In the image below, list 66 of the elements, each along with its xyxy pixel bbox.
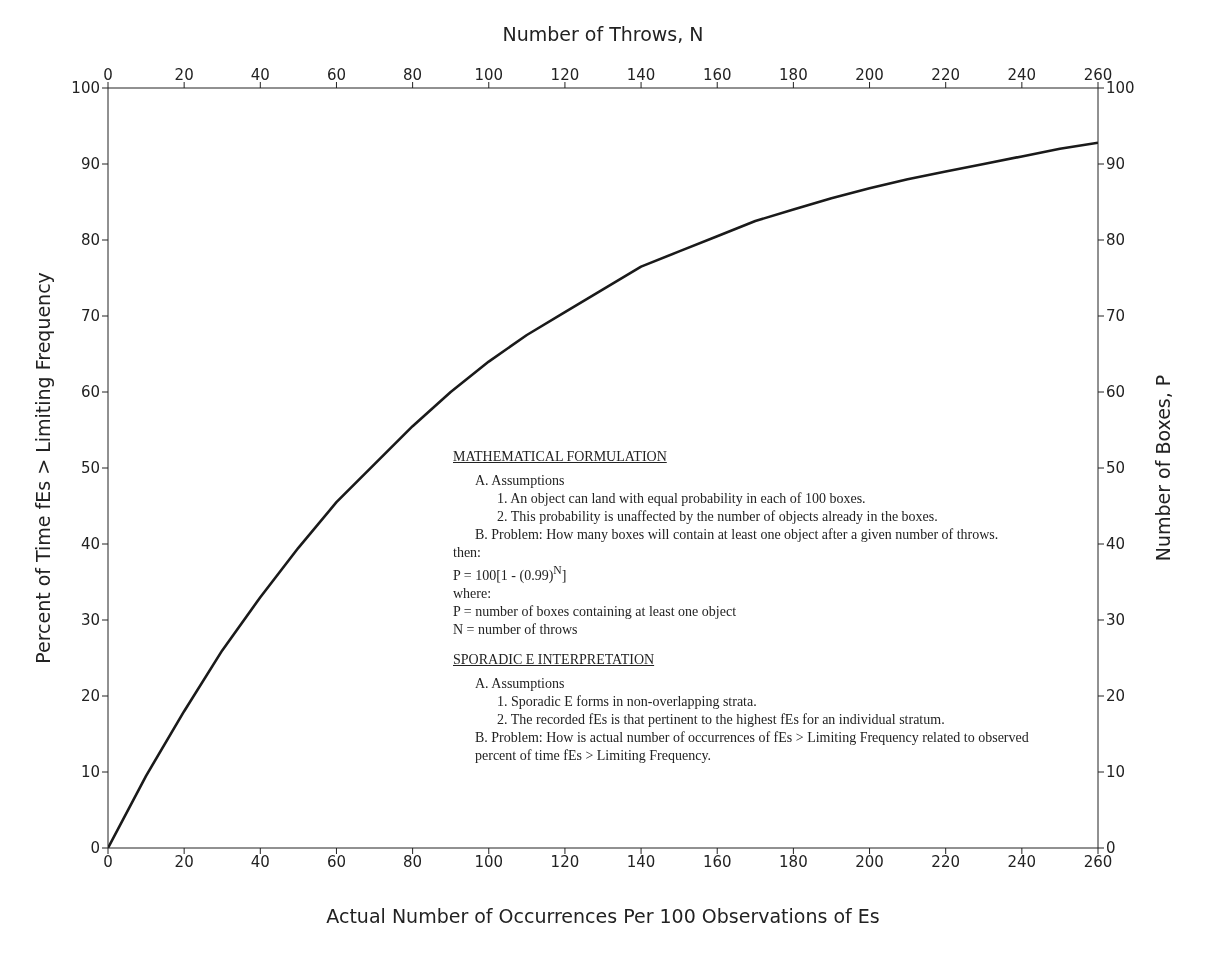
annotation: A. Assumptions — [474, 674, 566, 693]
x2-tick-label: 20 — [174, 852, 194, 871]
annotation: 2. This probability is unaffected by the number of objects already in the boxes. — [496, 508, 939, 526]
x2-axis-title: Number of Throws, N — [502, 23, 704, 46]
annotation: 1. Sporadic E forms in non-overlapping strata. — [496, 692, 758, 711]
y-tick-label: 40 — [80, 535, 100, 554]
x2-tick-label: 220 — [931, 852, 961, 871]
y2-tick-label: 70 — [1106, 307, 1126, 326]
x2-tick-label: 60 — [326, 852, 347, 871]
x2-tick-label: 180 — [779, 852, 808, 871]
annotation: P = 100[1 - (0.99)$^{N}$] — [453, 563, 568, 585]
x-tick-label: 200 — [855, 66, 884, 84]
x2-tick-label: 240 — [1007, 852, 1037, 871]
y2-tick-label: 30 — [1106, 611, 1126, 630]
x-tick-label: 40 — [250, 66, 270, 84]
x-tick-label: 80 — [403, 66, 423, 84]
x-axis-title: Actual Number of Occurrences Per 100 Observations of Es — [326, 905, 880, 927]
annotation: N = number of throws — [453, 620, 579, 639]
x-tick-label: 60 — [326, 66, 347, 84]
y2-tick-label: 100 — [1106, 79, 1135, 98]
annotation: 1. An object can land with equal probability in each of 100 boxes. — [496, 490, 867, 508]
annotation: then: — [453, 544, 482, 562]
y-tick-label: 10 — [80, 763, 100, 782]
x2-tick-label: 100 — [474, 852, 504, 871]
y-tick-label: 0 — [90, 839, 100, 858]
y-tick-label: 50 — [80, 459, 100, 478]
x-tick-label: 120 — [550, 66, 580, 84]
x-tick-label: 140 — [626, 66, 656, 84]
y-tick-label: 60 — [80, 383, 100, 402]
annotation: A. Assumptions — [474, 472, 566, 490]
x-tick-label: 0 — [103, 66, 113, 84]
annotation: where: — [453, 584, 493, 603]
y2-tick-label: 60 — [1106, 383, 1126, 402]
annotation: B. Problem: How is actual number of occurrences of fEs > Limiting Frequency related to observed percent of time fEs > Limiting Frequency. — [474, 728, 1030, 765]
x2-tick-label: 0 — [103, 852, 113, 871]
y2-tick-label: 20 — [1106, 687, 1126, 706]
annotation: MATHEMATICAL FORMULATION — [453, 448, 668, 466]
y-tick-label: 70 — [80, 307, 100, 326]
x2-tick-label: 200 — [855, 852, 884, 871]
x2-tick-label: 140 — [626, 852, 656, 871]
x2-tick-label: 160 — [702, 852, 732, 871]
annotation: 2. The recorded fEs is that pertinent to the highest fEs for an individual stratum. — [496, 710, 946, 729]
x-tick-label: 20 — [174, 66, 194, 84]
y2-axis-title: Number of Boxes, P — [1151, 374, 1174, 562]
y2-tick-label: 90 — [1106, 155, 1126, 174]
x2-tick-label: 120 — [550, 852, 580, 871]
x-tick-label: 180 — [779, 66, 808, 84]
y-axis-title: Percent of Time fEs > Limiting Frequency — [31, 272, 54, 664]
x-tick-label: 240 — [1007, 66, 1037, 84]
x2-tick-label: 40 — [250, 852, 270, 871]
y-tick-label: 80 — [80, 231, 100, 250]
y-tick-label: 20 — [80, 687, 100, 706]
x-tick-label: 220 — [931, 66, 961, 84]
y-tick-label: 90 — [80, 155, 100, 174]
x-tick-label: 160 — [702, 66, 732, 84]
y2-tick-label: 50 — [1106, 459, 1126, 478]
annotation: P = number of boxes containing at least one object — [453, 602, 738, 621]
y-tick-label: 30 — [80, 611, 100, 630]
y2-tick-label: 10 — [1106, 763, 1126, 782]
y2-tick-label: 40 — [1106, 535, 1126, 554]
y-tick-label: 100 — [71, 79, 100, 98]
annotation: SPORADIC E INTERPRETATION — [453, 650, 656, 669]
x2-tick-label: 80 — [403, 852, 423, 871]
y2-tick-label: 80 — [1106, 231, 1126, 250]
annotation: B. Problem: How many boxes will contain at least one object after a given number of throws. — [474, 526, 1000, 544]
x-tick-label: 100 — [474, 66, 504, 84]
